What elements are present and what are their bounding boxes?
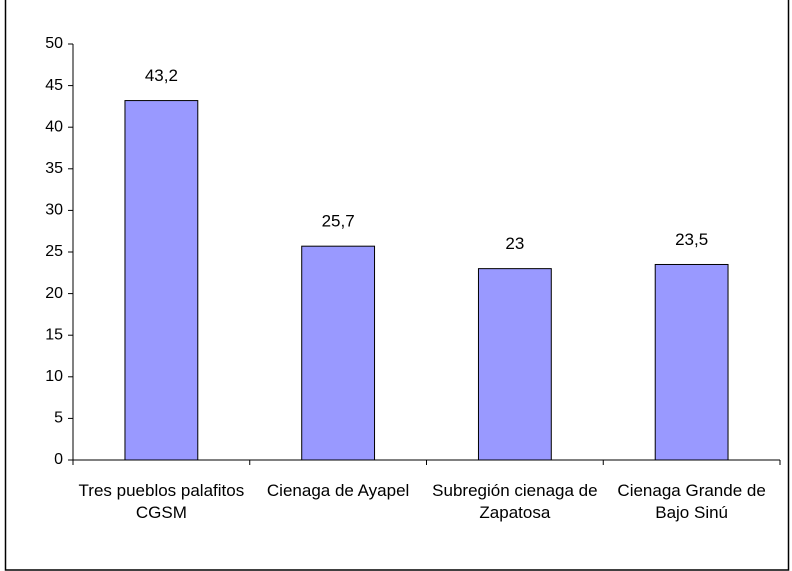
chart-border (4, 0, 790, 571)
bar (301, 245, 376, 461)
x-tick-label: Cienaga Grande de Bajo Sinú (617, 481, 766, 522)
bar (654, 263, 729, 461)
y-tick-label: 20 (45, 285, 63, 302)
x-tick-label: Subregión cienaga de Zapatosa (432, 481, 598, 522)
bar (477, 268, 552, 461)
y-tick-label: 5 (54, 410, 63, 427)
bar (124, 100, 199, 461)
y-tick-label: 25 (45, 243, 63, 260)
y-tick-label: 50 (45, 35, 63, 52)
y-tick-label: 45 (45, 77, 63, 94)
data-label: 23,5 (675, 230, 708, 249)
x-tick-label: Tres pueblos palafitos CGSM (78, 481, 245, 522)
y-tick-label: 35 (45, 160, 63, 177)
y-tick-label: 0 (54, 451, 63, 468)
y-tick-label: 15 (45, 326, 63, 343)
y-tick-label: 30 (45, 202, 63, 219)
data-label: 43,2 (145, 66, 178, 85)
x-tick-label: Cienaga de Ayapel (266, 481, 410, 500)
y-tick-label: 40 (45, 118, 63, 135)
data-label: 25,7 (322, 212, 355, 231)
data-label: 23 (505, 234, 524, 253)
y-tick-label: 10 (45, 368, 63, 385)
